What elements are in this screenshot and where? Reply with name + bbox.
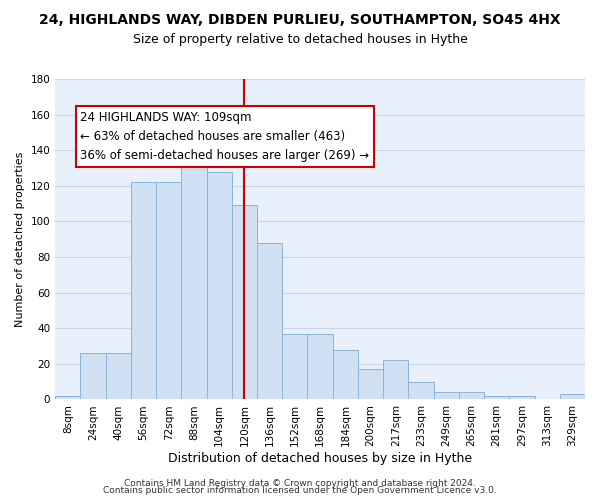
Text: 24, HIGHLANDS WAY, DIBDEN PURLIEU, SOUTHAMPTON, SO45 4HX: 24, HIGHLANDS WAY, DIBDEN PURLIEU, SOUTH…	[39, 12, 561, 26]
Bar	[434, 392, 459, 400]
Bar	[332, 350, 358, 400]
Text: Contains public sector information licensed under the Open Government Licence v3: Contains public sector information licen…	[103, 486, 497, 495]
Bar	[181, 142, 206, 400]
Bar	[55, 396, 80, 400]
Text: 24 HIGHLANDS WAY: 109sqm
← 63% of detached houses are smaller (463)
36% of semi-: 24 HIGHLANDS WAY: 109sqm ← 63% of detach…	[80, 111, 370, 162]
Bar	[409, 382, 434, 400]
Bar	[206, 172, 232, 400]
Bar	[358, 369, 383, 400]
Bar	[484, 396, 509, 400]
X-axis label: Distribution of detached houses by size in Hythe: Distribution of detached houses by size …	[168, 452, 472, 465]
Text: Size of property relative to detached houses in Hythe: Size of property relative to detached ho…	[133, 32, 467, 46]
Bar	[307, 334, 332, 400]
Y-axis label: Number of detached properties: Number of detached properties	[15, 152, 25, 327]
Bar	[257, 243, 282, 400]
Bar	[156, 182, 181, 400]
Text: Contains HM Land Registry data © Crown copyright and database right 2024.: Contains HM Land Registry data © Crown c…	[124, 478, 476, 488]
Bar	[80, 353, 106, 400]
Bar	[509, 396, 535, 400]
Bar	[282, 334, 307, 400]
Bar	[383, 360, 409, 400]
Bar	[459, 392, 484, 400]
Bar	[232, 206, 257, 400]
Bar	[131, 182, 156, 400]
Bar	[106, 353, 131, 400]
Bar	[560, 394, 585, 400]
